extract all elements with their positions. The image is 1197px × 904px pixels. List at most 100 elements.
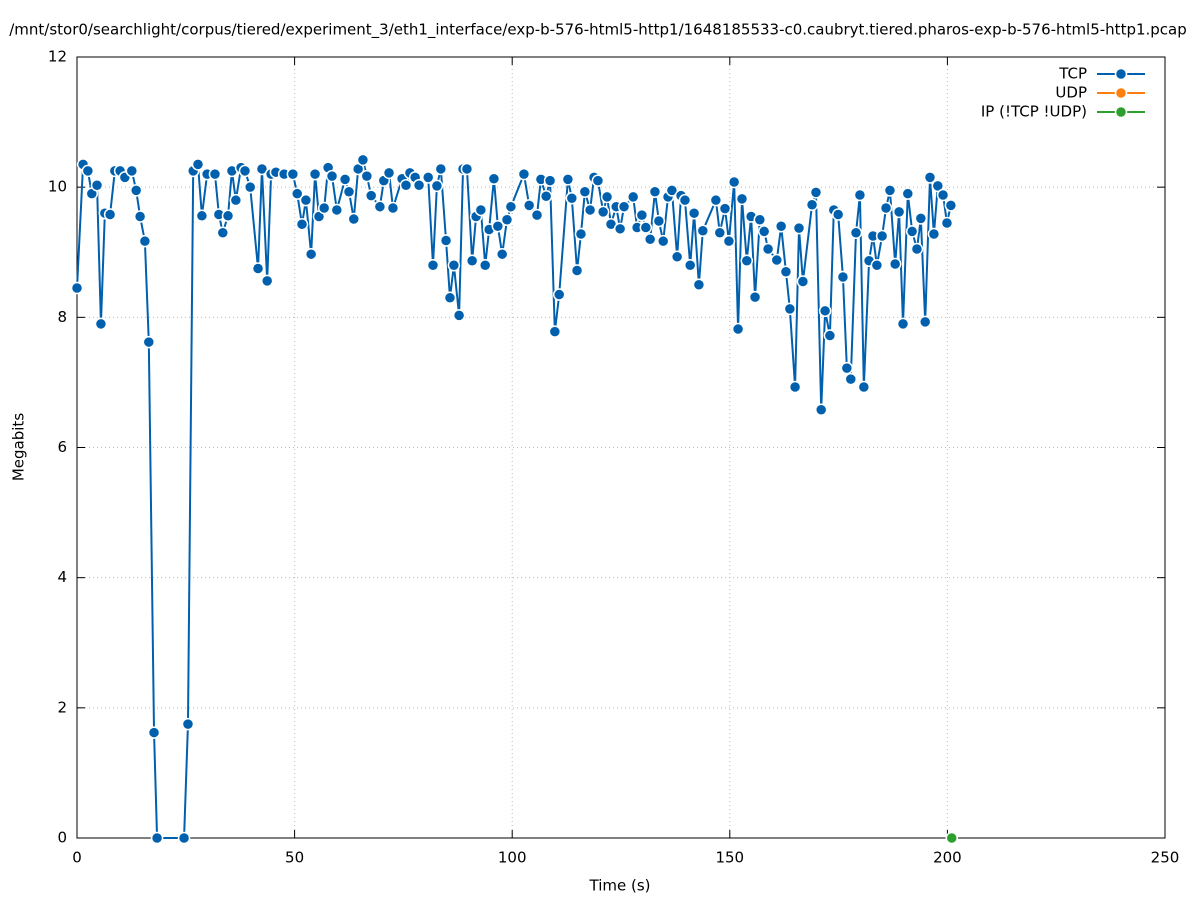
data-point xyxy=(722,234,736,248)
data-point xyxy=(317,201,331,215)
data-point xyxy=(923,171,937,184)
legend-marker xyxy=(1114,105,1128,119)
y-tick-label: 4 xyxy=(57,568,67,586)
data-point xyxy=(656,234,670,248)
data-point xyxy=(783,302,797,316)
data-point xyxy=(260,274,274,288)
data-point xyxy=(491,219,505,233)
y-axis-label: Megabits xyxy=(10,413,28,481)
data-point xyxy=(421,171,435,184)
data-point xyxy=(727,175,741,189)
data-point xyxy=(718,202,732,215)
data-point xyxy=(216,226,230,239)
y-tick-label: 12 xyxy=(48,48,67,66)
data-point xyxy=(687,206,701,220)
data-point xyxy=(879,201,893,215)
data-point xyxy=(364,189,378,202)
data-point xyxy=(238,164,252,178)
data-point xyxy=(665,184,679,197)
data-point xyxy=(548,325,562,338)
data-point xyxy=(90,178,104,192)
data-point xyxy=(412,178,426,192)
data-point xyxy=(652,214,666,228)
data-point xyxy=(648,185,662,198)
data-point xyxy=(635,208,649,222)
data-point xyxy=(290,187,304,200)
data-point xyxy=(831,208,845,221)
data-point xyxy=(857,380,871,394)
data-point xyxy=(399,178,413,192)
data-point xyxy=(382,166,396,180)
data-point xyxy=(570,264,584,277)
data-point xyxy=(779,265,793,279)
data-point xyxy=(465,254,479,267)
data-point xyxy=(251,262,265,275)
x-axis-label: Time (s) xyxy=(589,877,651,895)
data-point xyxy=(870,259,884,272)
data-point xyxy=(583,203,597,217)
series-line xyxy=(76,157,952,839)
data-point xyxy=(229,193,243,207)
data-point xyxy=(308,167,322,181)
data-point xyxy=(325,169,339,183)
data-point xyxy=(735,192,749,206)
data-point xyxy=(849,226,863,239)
legend-label: UDP xyxy=(1055,84,1087,102)
x-tick-label: 50 xyxy=(285,849,304,867)
data-point xyxy=(888,257,902,271)
data-point xyxy=(818,304,832,318)
data-point xyxy=(147,726,161,739)
data-point xyxy=(495,247,509,261)
data-point xyxy=(914,212,928,225)
data-point xyxy=(940,216,954,230)
data-point xyxy=(133,210,147,223)
data-point xyxy=(487,172,501,185)
data-point xyxy=(731,322,745,336)
data-point xyxy=(103,208,117,221)
data-point xyxy=(578,185,592,198)
data-point xyxy=(748,290,762,304)
data-point xyxy=(670,250,684,264)
y-tick-label: 10 xyxy=(48,178,67,196)
data-point xyxy=(286,167,300,181)
data-point xyxy=(177,831,191,845)
data-point xyxy=(796,275,810,288)
data-point xyxy=(713,226,727,239)
data-point xyxy=(591,174,605,187)
data-point xyxy=(530,208,544,222)
data-point xyxy=(774,219,788,233)
data-point xyxy=(347,212,361,226)
data-point xyxy=(434,162,448,176)
data-point xyxy=(129,184,143,197)
data-point xyxy=(905,225,919,238)
data-point xyxy=(927,227,941,241)
data-point xyxy=(918,315,932,329)
data-point xyxy=(574,227,588,241)
chart-title: /mnt/stor0/searchlight/corpus/tiered/exp… xyxy=(9,21,1187,40)
data-point xyxy=(853,188,867,202)
x-tick-label: 200 xyxy=(933,849,962,867)
data-point xyxy=(504,200,518,213)
data-point xyxy=(844,372,858,386)
legend-marker xyxy=(1114,86,1128,100)
data-point xyxy=(181,717,195,731)
data-point xyxy=(596,205,610,219)
y-tick-label: 0 xyxy=(57,829,67,847)
data-point xyxy=(517,167,531,181)
x-tick-label: 0 xyxy=(72,849,82,867)
data-point xyxy=(936,188,950,202)
data-point xyxy=(792,221,806,235)
data-point xyxy=(138,234,152,248)
data-point xyxy=(944,199,958,212)
data-point xyxy=(543,174,557,187)
data-point xyxy=(342,185,356,198)
data-point xyxy=(678,193,692,207)
data-point xyxy=(338,173,352,186)
data-point xyxy=(788,380,802,394)
data-point xyxy=(474,203,488,217)
data-point xyxy=(613,222,627,236)
data-point xyxy=(208,167,222,181)
data-point xyxy=(386,201,400,215)
